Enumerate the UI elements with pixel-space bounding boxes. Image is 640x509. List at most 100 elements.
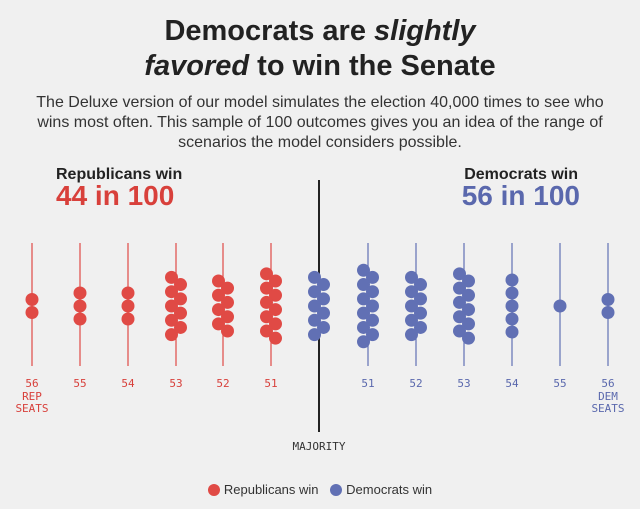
- outcome-dot: [212, 274, 225, 288]
- outcome-dot: [462, 317, 475, 331]
- outcome-dot: [221, 281, 234, 295]
- outcome-dot: [453, 324, 466, 338]
- outcome-dot: [462, 331, 475, 345]
- outcome-dot: [357, 263, 370, 277]
- tick-label: 55: [73, 377, 86, 390]
- outcome-dot: [366, 285, 379, 299]
- title-line-2: favored to win the Senate: [0, 49, 640, 84]
- outcome-dot: [414, 320, 427, 334]
- majority-label: MAJORITY: [293, 440, 346, 453]
- legend-swatch-rep: [207, 484, 220, 496]
- dem-label: Democrats win: [464, 166, 578, 183]
- legend: Republicans win Democrats win: [0, 482, 640, 497]
- chart-subtitle: The Deluxe version of our model simulate…: [36, 94, 604, 151]
- legend-label-dem: Democrats win: [346, 482, 433, 497]
- outcome-dot: [165, 313, 178, 327]
- outcome-dot: [212, 303, 225, 317]
- title-emphasis-2: favored: [144, 50, 250, 82]
- outcome-dot: [212, 288, 225, 302]
- outcome-dot: [357, 335, 370, 349]
- tick-label: 53: [169, 377, 182, 390]
- tick-sublabel: DEM: [598, 390, 618, 403]
- rep-label: Republicans win: [56, 166, 183, 183]
- outcome-dot: [174, 320, 187, 334]
- tick-label: 54: [505, 377, 519, 390]
- legend-item-rep: Republicans win: [207, 482, 322, 497]
- outcome-dot: [462, 274, 475, 288]
- outcome-dot: [405, 299, 418, 313]
- tick-sublabel: SEATS: [591, 402, 624, 415]
- outcome-dot: [165, 299, 178, 313]
- outcome-dot: [73, 312, 87, 326]
- outcome-dot: [357, 292, 370, 306]
- outcome-dot: [462, 303, 475, 317]
- title-text: Democrats are: [164, 15, 375, 47]
- outcome-dot: [174, 278, 187, 292]
- outcome-dot: [553, 299, 567, 313]
- legend-label-rep: Republicans win: [223, 482, 319, 497]
- outcome-dot: [269, 317, 282, 331]
- outcome-dot: [357, 306, 370, 320]
- chart-title: Democrats are slightly favored to win th…: [0, 14, 640, 84]
- tick-label: 52: [409, 377, 422, 390]
- outcome-dot: [260, 324, 273, 338]
- outcome-dot: [317, 320, 330, 334]
- outcome-dot: [221, 310, 234, 324]
- outcome-dot: [73, 286, 87, 300]
- outcome-dot: [165, 328, 178, 342]
- outcome-dot: [121, 312, 135, 326]
- outcome-dot: [308, 270, 321, 284]
- outcome-dot: [308, 299, 321, 313]
- tick-label: 52: [216, 377, 229, 390]
- tick-label: 51: [361, 377, 374, 390]
- outcome-dot: [414, 292, 427, 306]
- title-emphasis: slightly: [374, 15, 476, 47]
- outcome-dot: [405, 285, 418, 299]
- tick-sublabel: SEATS: [15, 402, 48, 415]
- outcome-dot: [453, 267, 466, 281]
- outcome-dot: [453, 295, 466, 309]
- outcome-dot: [165, 270, 178, 284]
- outcome-dot: [165, 285, 178, 299]
- outcome-dot: [121, 299, 135, 313]
- outcome-dot: [505, 273, 519, 287]
- outcome-dot: [221, 295, 234, 309]
- outcome-dot: [405, 313, 418, 327]
- legend-item-dem: Democrats win: [330, 482, 432, 497]
- outcome-dot: [462, 288, 475, 302]
- outcome-dot: [317, 306, 330, 320]
- outcome-dot: [260, 310, 273, 324]
- outcome-dot: [405, 328, 418, 342]
- outcome-dot: [317, 292, 330, 306]
- outcome-dot: [453, 310, 466, 324]
- outcome-dot: [25, 293, 39, 306]
- outcome-dot: [366, 328, 379, 342]
- outcome-dot: [260, 295, 273, 309]
- outcome-dot: [212, 317, 225, 331]
- outcome-dot: [308, 313, 321, 327]
- outcome-dot: [121, 286, 135, 300]
- tick-label: 51: [264, 377, 277, 390]
- outcome-dot: [25, 306, 39, 319]
- outcome-dot: [414, 278, 427, 292]
- title-line-1: Democrats are slightly: [0, 14, 640, 49]
- outcome-dot: [308, 285, 321, 299]
- outcome-dot: [366, 270, 379, 284]
- outcome-dot: [453, 281, 466, 295]
- legend-swatch-dem: [330, 484, 343, 496]
- tick-label: 56: [25, 377, 38, 390]
- tick-sublabel: REP: [22, 390, 42, 403]
- outcome-dot: [260, 281, 273, 295]
- tick-label: 54: [121, 377, 135, 390]
- outcome-dot: [174, 306, 187, 320]
- outcome-dot: [357, 278, 370, 292]
- outcome-dot: [357, 320, 370, 334]
- outcome-dot: [414, 306, 427, 320]
- outcome-dot: [601, 306, 615, 319]
- outcome-dot: [221, 324, 234, 338]
- rep-probability: 44 in 100: [56, 180, 175, 211]
- outcome-dot: [73, 299, 87, 313]
- outcome-dot: [601, 293, 615, 306]
- outcome-dot: [505, 312, 519, 326]
